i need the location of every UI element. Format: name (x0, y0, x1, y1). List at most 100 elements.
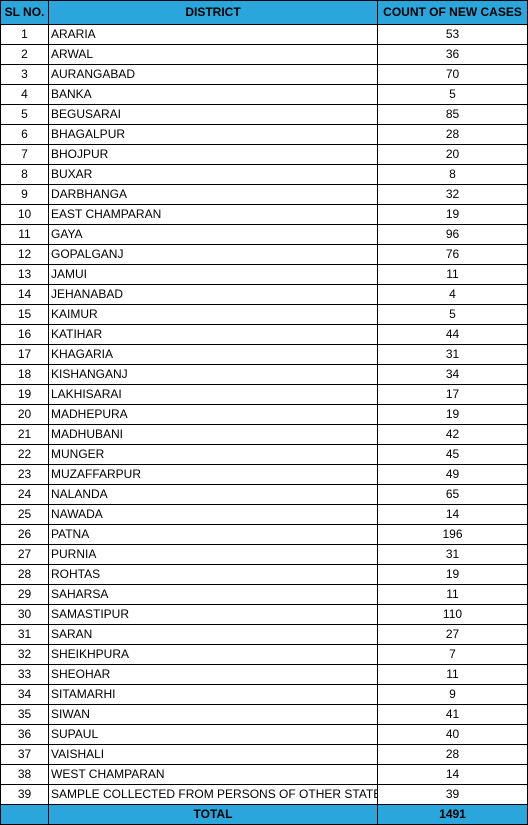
count-cell: 65 (377, 484, 528, 505)
table-row: 14 JEHANABAD 4 (0, 284, 528, 305)
district-cell: ARARIA (48, 24, 378, 45)
count-cell: 28 (377, 744, 528, 765)
count-cell: 19 (377, 404, 528, 425)
count-cell: 14 (377, 504, 528, 525)
table-row: 11 GAYA 96 (0, 224, 528, 245)
sl-no-cell: 10 (0, 204, 49, 225)
count-cell: 5 (377, 304, 528, 325)
header-sl-no: SL NO. (0, 0, 49, 25)
count-cell: 20 (377, 144, 528, 165)
district-cell: PATNA (48, 524, 378, 545)
sl-no-cell: 19 (0, 384, 49, 405)
sl-no-cell: 34 (0, 684, 49, 705)
table-row: 31 SARAN 27 (0, 624, 528, 645)
district-cell: KISHANGANJ (48, 364, 378, 385)
sl-no-cell: 30 (0, 604, 49, 625)
table-row: 27 PURNIA 31 (0, 544, 528, 565)
table-row: 26 PATNA 196 (0, 524, 528, 545)
count-cell: 44 (377, 324, 528, 345)
table-row: 4 BANKA 5 (0, 84, 528, 105)
district-cell: ARWAL (48, 44, 378, 65)
count-cell: 39 (377, 784, 528, 805)
district-cell: LAKHISARAI (48, 384, 378, 405)
table-footer: TOTAL 1491 (0, 804, 528, 825)
count-cell: 17 (377, 384, 528, 405)
table-row: 32 SHEIKHPURA 7 (0, 644, 528, 665)
district-cell: DARBHANGA (48, 184, 378, 205)
sl-no-cell: 27 (0, 544, 49, 565)
table-row: 16 KATIHAR 44 (0, 324, 528, 345)
sl-no-cell: 32 (0, 644, 49, 665)
count-cell: 40 (377, 724, 528, 745)
district-cell: GAYA (48, 224, 378, 245)
count-cell: 28 (377, 124, 528, 145)
table-row: 13 JAMUI 11 (0, 264, 528, 285)
sl-no-cell: 24 (0, 484, 49, 505)
sl-no-cell: 6 (0, 124, 49, 145)
sl-no-cell: 35 (0, 704, 49, 725)
table-row: 9 DARBHANGA 32 (0, 184, 528, 205)
table-header: SL NO. DISTRICT COUNT OF NEW CASES (0, 0, 528, 25)
table-row: 23 MUZAFFARPUR 49 (0, 464, 528, 485)
table-row: 7 BHOJPUR 20 (0, 144, 528, 165)
district-cell: SHEIKHPURA (48, 644, 378, 665)
table-row: 6 BHAGALPUR 28 (0, 124, 528, 145)
sl-no-cell: 7 (0, 144, 49, 165)
district-cell: SAMPLE COLLECTED FROM PERSONS OF OTHER S… (48, 784, 378, 805)
sl-no-cell: 3 (0, 64, 49, 85)
district-cell: BEGUSARAI (48, 104, 378, 125)
sl-no-cell: 39 (0, 784, 49, 805)
count-cell: 8 (377, 164, 528, 185)
sl-no-cell: 8 (0, 164, 49, 185)
table-row: 12 GOPALGANJ 76 (0, 244, 528, 265)
district-cell: NALANDA (48, 484, 378, 505)
count-cell: 36 (377, 44, 528, 65)
sl-no-cell: 16 (0, 324, 49, 345)
table-row: 37 VAISHALI 28 (0, 744, 528, 765)
table-row: 33 SHEOHAR 11 (0, 664, 528, 685)
table-row: 25 NAWADA 14 (0, 504, 528, 525)
table-row: 22 MUNGER 45 (0, 444, 528, 465)
sl-no-cell: 26 (0, 524, 49, 545)
table-row: 1 ARARIA 53 (0, 24, 528, 45)
count-cell: 49 (377, 464, 528, 485)
count-cell: 31 (377, 544, 528, 565)
sl-no-cell: 20 (0, 404, 49, 425)
header-row: SL NO. DISTRICT COUNT OF NEW CASES (0, 0, 528, 25)
header-district: DISTRICT (48, 0, 378, 25)
sl-no-cell: 4 (0, 84, 49, 105)
district-cell: BHOJPUR (48, 144, 378, 165)
sl-no-cell: 37 (0, 744, 49, 765)
table-row: 2 ARWAL 36 (0, 44, 528, 65)
sl-no-cell: 12 (0, 244, 49, 265)
district-cell: SUPAUL (48, 724, 378, 745)
table-row: 39 SAMPLE COLLECTED FROM PERSONS OF OTHER… (0, 784, 528, 805)
table-row: 8 BUXAR 8 (0, 164, 528, 185)
count-cell: 76 (377, 244, 528, 265)
district-cell: PURNIA (48, 544, 378, 565)
count-cell: 19 (377, 564, 528, 585)
count-cell: 5 (377, 84, 528, 105)
sl-no-cell: 5 (0, 104, 49, 125)
district-cell: NAWADA (48, 504, 378, 525)
table-row: 29 SAHARSA 11 (0, 584, 528, 605)
district-cell: SAMASTIPUR (48, 604, 378, 625)
sl-no-cell: 13 (0, 264, 49, 285)
district-cell: MUZAFFARPUR (48, 464, 378, 485)
table-row: 38 WEST CHAMPARAN 14 (0, 764, 528, 785)
district-cell: AURANGABAD (48, 64, 378, 85)
sl-no-cell: 29 (0, 584, 49, 605)
count-cell: 11 (377, 664, 528, 685)
district-cell: KAIMUR (48, 304, 378, 325)
sl-no-cell: 22 (0, 444, 49, 465)
count-cell: 31 (377, 344, 528, 365)
table-row: 18 KISHANGANJ 34 (0, 364, 528, 385)
count-cell: 85 (377, 104, 528, 125)
count-cell: 27 (377, 624, 528, 645)
district-cell: BANKA (48, 84, 378, 105)
count-cell: 53 (377, 24, 528, 45)
table-row: 10 EAST CHAMPARAN 19 (0, 204, 528, 225)
table-row: 15 KAIMUR 5 (0, 304, 528, 325)
table-row: 30 SAMASTIPUR 110 (0, 604, 528, 625)
total-label: TOTAL (48, 804, 378, 825)
